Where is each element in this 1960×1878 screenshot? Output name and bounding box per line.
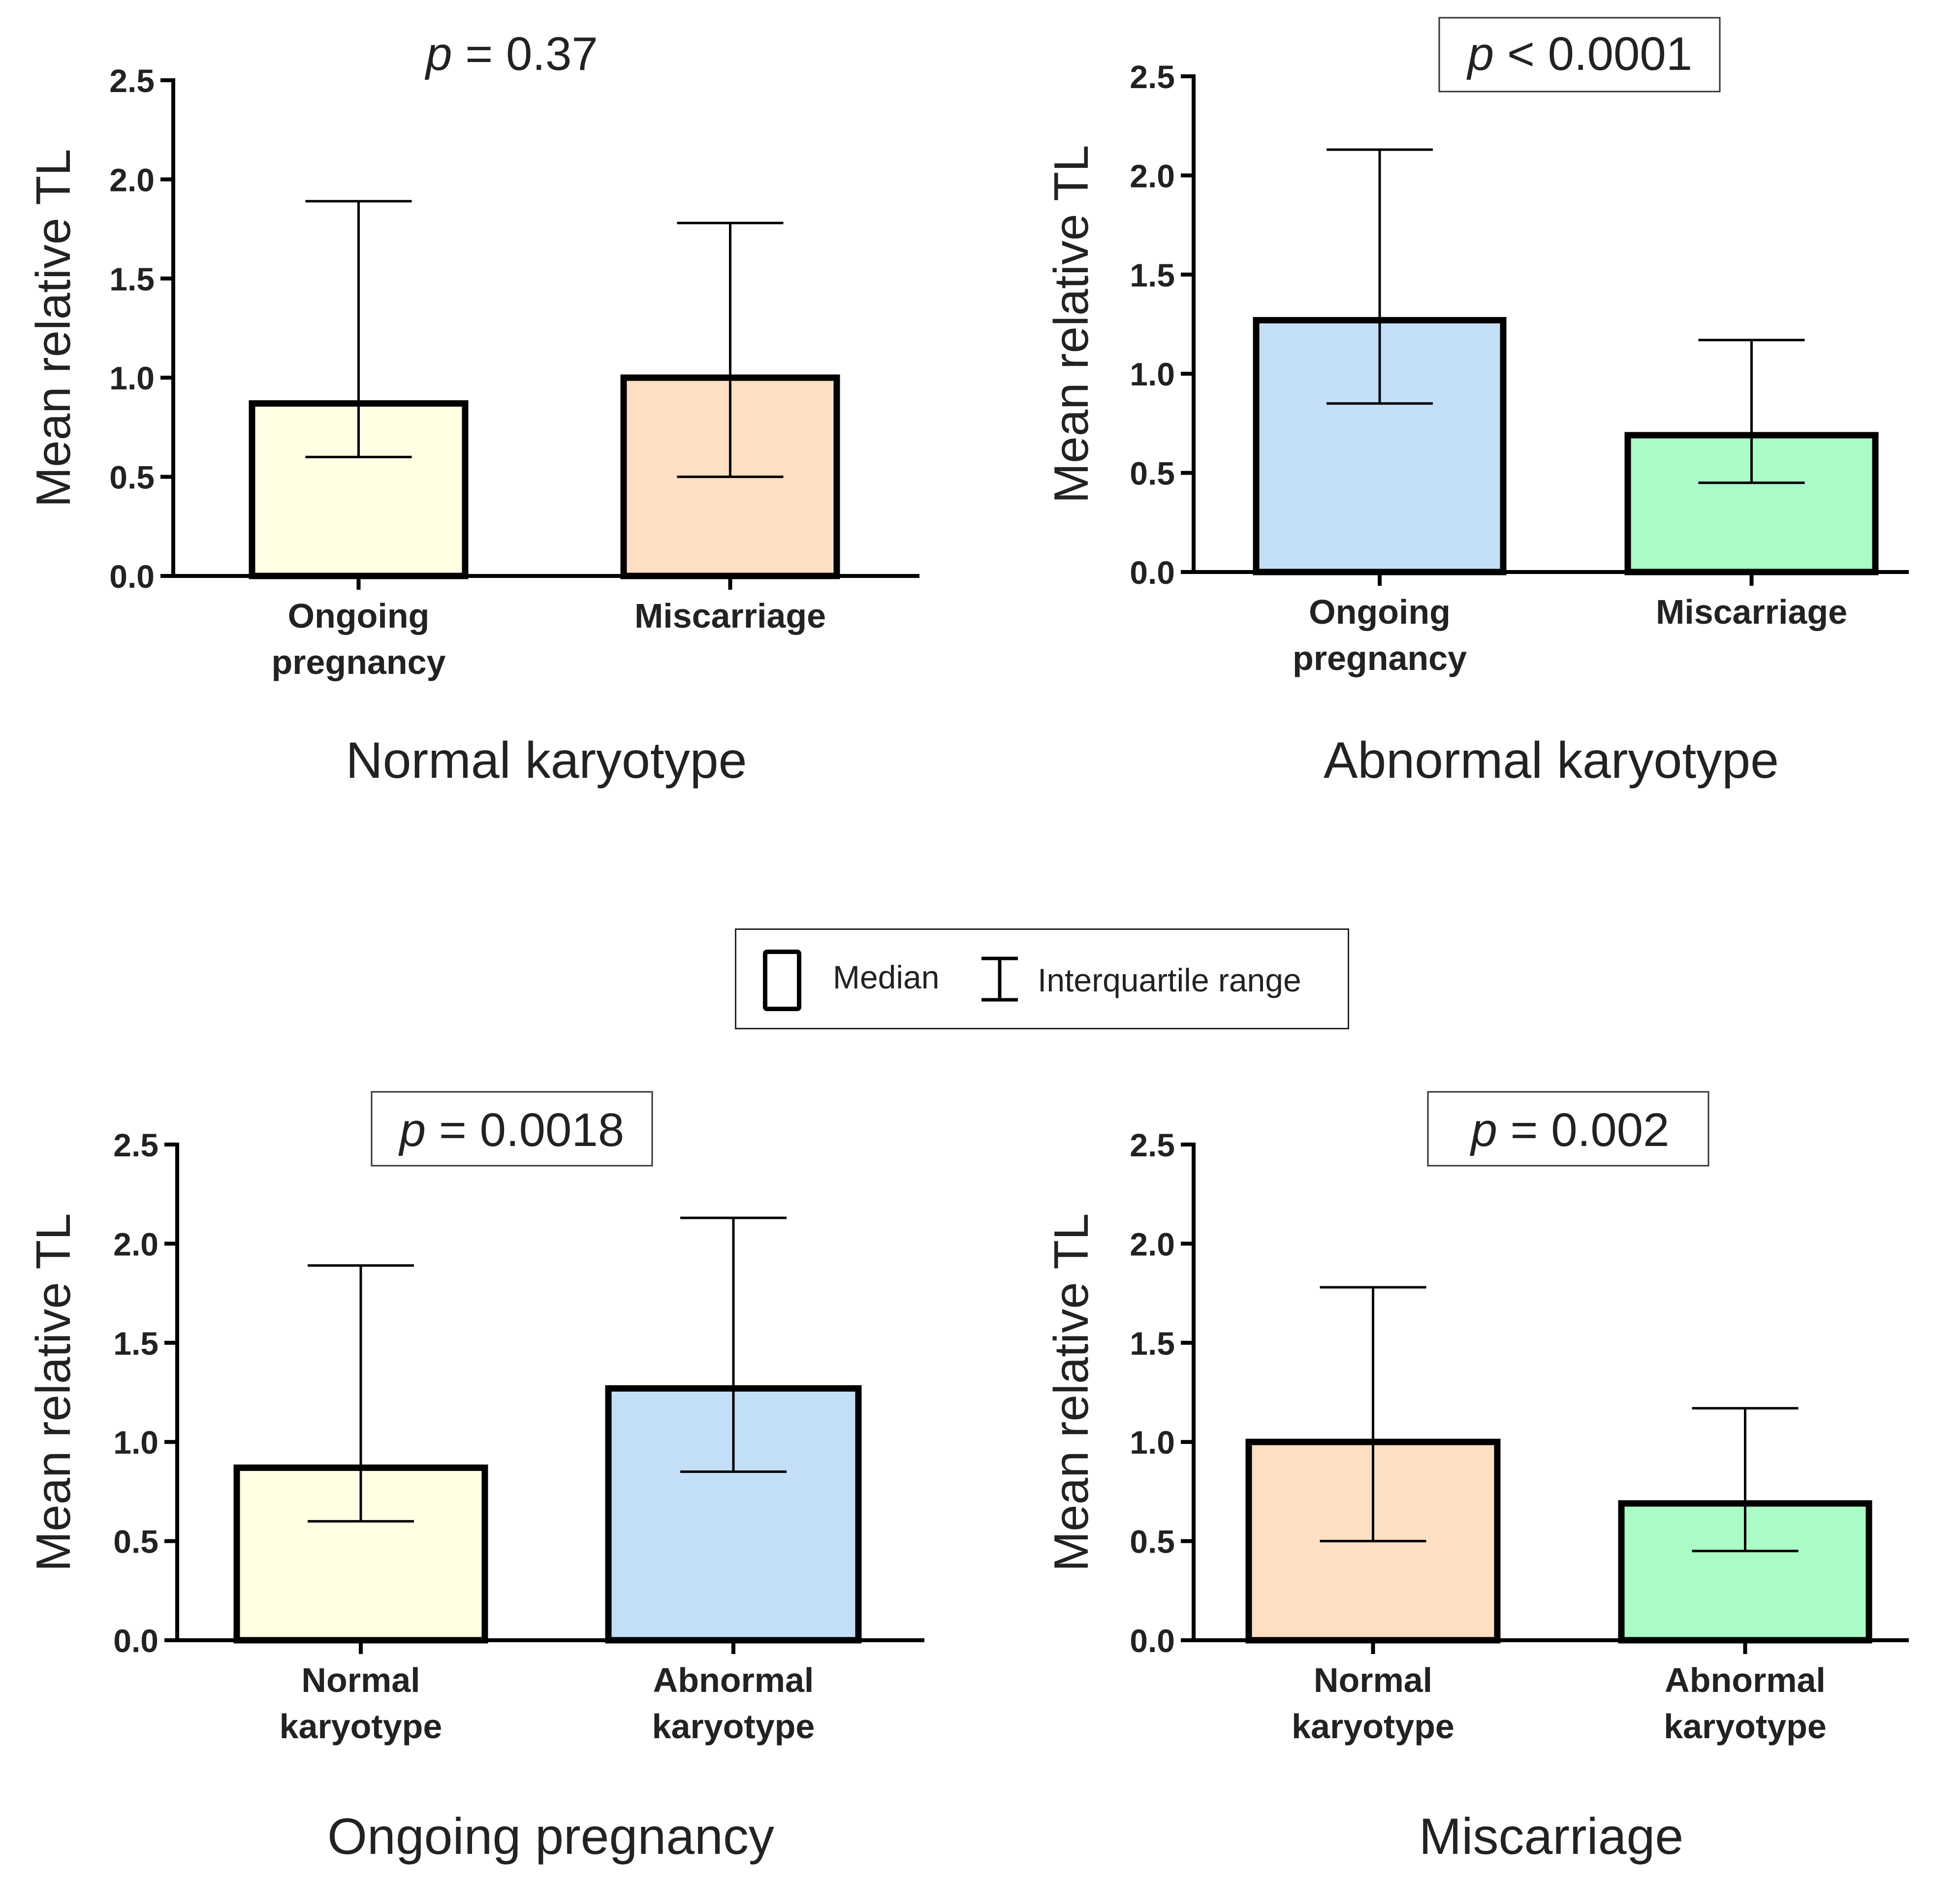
- p-value-label: p = 0.0018: [398, 1104, 624, 1156]
- y-tick-label: 0.5: [1130, 1524, 1175, 1560]
- x-tick-label: Normal karyotype: [1292, 1661, 1454, 1746]
- p-value-symbol: p: [424, 28, 452, 80]
- y-tick-label: 1.0: [109, 360, 155, 396]
- x-tick-label: Ongoing pregnancy: [1293, 593, 1467, 677]
- chart-panel-2: Ongoing pregnancy Miscarriage 0.0 0.5 1.0 1.5 2…: [1044, 17, 1909, 789]
- p-value-box: [371, 1091, 653, 1167]
- p-value-label: p < 0.0001: [1466, 28, 1692, 80]
- y-tick-label: 1.5: [113, 1325, 158, 1362]
- x-tick-label-line: karyotype: [1664, 1707, 1827, 1746]
- x-tick-label-line: Abnormal: [1665, 1661, 1826, 1699]
- p-value-number: = 0.0018: [426, 1104, 624, 1156]
- y-tick-label: 1.5: [1130, 1325, 1175, 1362]
- y-axis-label: Mean relative TL: [26, 1213, 80, 1571]
- y-axis-label: Mean relative TL: [1044, 145, 1098, 503]
- x-tick-label: Ongoing pregnancy: [272, 597, 446, 681]
- x-tick-label-line: karyotype: [1292, 1707, 1454, 1746]
- chart-panel-1: Ongoing pregnancy Miscarriage 0.0 0.5 1.0 1.5 2…: [26, 28, 919, 789]
- chart-panel-3: Normal karyotype Abnormal karyotype 0.0 0.5 1.…: [26, 1091, 924, 1865]
- y-tick-label: 2.5: [1130, 59, 1175, 95]
- x-tick-label-line: Miscarriage: [1656, 593, 1847, 631]
- y-tick-label: 1.0: [1130, 1424, 1175, 1461]
- y-tick-label: 0.0: [109, 558, 155, 595]
- y-axis-label: Mean relative TL: [26, 149, 80, 507]
- p-value-symbol: p: [1466, 28, 1494, 80]
- chart-title: Ongoing pregnancy: [327, 1808, 774, 1865]
- y-tick-label: 0.5: [109, 459, 155, 496]
- x-tick-label-line: karyotype: [652, 1707, 815, 1746]
- y-tick-label: 1.0: [113, 1424, 158, 1461]
- y-tick-label: 2.0: [1130, 158, 1175, 194]
- x-tick-label: Normal karyotype: [280, 1661, 443, 1746]
- chart-title: Normal karyotype: [346, 732, 747, 789]
- y-tick-label: 0.0: [1130, 1623, 1175, 1659]
- y-tick-label: 0.5: [1130, 455, 1175, 492]
- y-tick-label: 1.0: [1130, 356, 1175, 392]
- x-tick-label-line: Abnormal: [653, 1661, 814, 1699]
- y-tick-label: 2.0: [113, 1226, 158, 1262]
- y-tick-label: 0.5: [113, 1524, 158, 1560]
- p-value-box: [1427, 1091, 1709, 1167]
- p-value-label: p = 0.37: [424, 28, 598, 80]
- legend-iqr-label: Interquartile range: [1038, 962, 1301, 998]
- x-tick-label-line: Miscarriage: [634, 597, 826, 635]
- x-tick-label: Abnormal karyotype: [652, 1661, 815, 1746]
- y-tick-label: 2.5: [1130, 1127, 1175, 1163]
- p-value-symbol: p: [398, 1104, 426, 1156]
- y-tick-label: 1.5: [1130, 257, 1175, 293]
- legend-median-swatch: [763, 950, 801, 1011]
- chart-panel-4: Normal karyotype Abnormal karyotype 0.0 0.5 1.…: [1044, 1091, 1909, 1865]
- p-value-number: < 0.0001: [1494, 28, 1692, 80]
- y-tick-label: 2.0: [1130, 1226, 1175, 1262]
- legend: Median Interquartile range: [735, 928, 1349, 1029]
- p-value-number: = 0.37: [452, 28, 598, 80]
- chart-title: Miscarriage: [1419, 1808, 1683, 1865]
- legend-iqr-icon: [981, 956, 1018, 1002]
- x-tick-label: Abnormal karyotype: [1664, 1661, 1827, 1746]
- x-tick-label-line: Ongoing: [288, 597, 430, 635]
- p-value-label: p = 0.002: [1469, 1104, 1669, 1156]
- x-tick-label-line: Normal: [1314, 1661, 1432, 1699]
- y-tick-label: 2.5: [109, 63, 155, 99]
- x-tick-label: Miscarriage: [634, 597, 826, 635]
- x-tick-label-line: pregnancy: [272, 643, 446, 681]
- legend-median-label: Median: [833, 959, 940, 995]
- x-tick-label-line: pregnancy: [1293, 639, 1467, 677]
- chart-title: Abnormal karyotype: [1324, 732, 1779, 789]
- p-value-box: [1438, 17, 1721, 93]
- x-tick-label-line: Normal: [301, 1661, 420, 1699]
- y-axis-label: Mean relative TL: [1044, 1213, 1098, 1571]
- p-value-number: = 0.002: [1497, 1104, 1670, 1156]
- x-tick-label-line: Ongoing: [1309, 593, 1451, 631]
- y-tick-label: 0.0: [113, 1623, 158, 1659]
- y-tick-label: 0.0: [1130, 554, 1175, 591]
- p-value-symbol: p: [1469, 1104, 1497, 1156]
- y-tick-label: 2.0: [109, 161, 155, 198]
- y-tick-label: 2.5: [113, 1127, 158, 1163]
- y-tick-label: 1.5: [109, 261, 155, 297]
- x-tick-label-line: karyotype: [280, 1707, 443, 1746]
- x-tick-label: Miscarriage: [1656, 593, 1847, 631]
